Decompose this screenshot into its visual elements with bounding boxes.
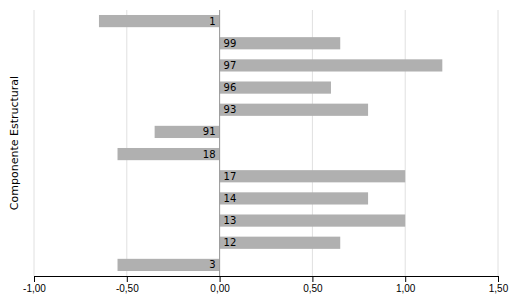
category-label: 97 [224,60,237,71]
category-label: 96 [224,82,237,93]
category-label: 3 [209,259,215,270]
bar [99,15,220,27]
bar [220,214,406,226]
x-tick-mark [312,276,313,282]
x-tick-mark [127,276,128,282]
bar [220,81,331,93]
bar [155,126,220,138]
x-axis: -1,00 -0,50 0,00 0,50 1,00 1,50 [23,276,509,294]
category-label: 93 [224,104,237,115]
bar [220,37,341,49]
x-tick-label: 0,00 [210,283,230,294]
grid-line [312,10,313,276]
category-label: 12 [224,237,237,248]
x-tick-label: 0,50 [303,283,323,294]
bar [118,259,220,271]
x-tick-mark [405,276,406,282]
grid-line [34,10,35,276]
x-tick-mark [498,276,499,282]
x-tick: 0,00 [210,276,230,294]
x-tick-label: -1,00 [23,283,46,294]
bar [220,192,368,204]
category-label: 99 [224,38,237,49]
chart: -1,00-0,500,000,501,001,5019997969391181… [0,0,520,302]
plot: -1,00-0,500,000,501,001,5019997969391181… [23,10,509,294]
grid-line [498,10,499,276]
grid-line [126,10,127,276]
category-label: 13 [224,215,237,226]
category-label: 14 [224,193,237,204]
x-tick: 1,00 [396,276,416,294]
category-label: 18 [203,149,216,160]
x-tick-mark [34,276,35,282]
category-label: 91 [203,126,216,137]
grid-line [219,10,220,276]
category-label: 17 [224,171,237,182]
x-tick-label: -0,50 [116,283,139,294]
x-tick-label: 1,00 [396,283,416,294]
x-tick: -0,50 [116,276,139,294]
x-tick: -1,00 [23,276,46,294]
category-label: 1 [209,16,215,27]
x-axis-line [35,277,499,283]
bar [118,148,220,160]
x-tick: 1,50 [489,276,509,294]
x-tick-mark [220,276,221,282]
zero-line [219,10,220,276]
y-axis-title: Componente Estructural [8,76,21,210]
bar [220,59,443,71]
x-tick: 0,50 [303,276,323,294]
x-tick-label: 1,50 [489,283,509,294]
grid-line [405,10,406,276]
bar [220,104,368,116]
grid [34,10,498,276]
category-labels: 1 99 97 96 93 91 18 17 14 13 12 3 [203,16,236,271]
bars [99,15,442,271]
bar [220,170,406,182]
bar [220,237,341,249]
